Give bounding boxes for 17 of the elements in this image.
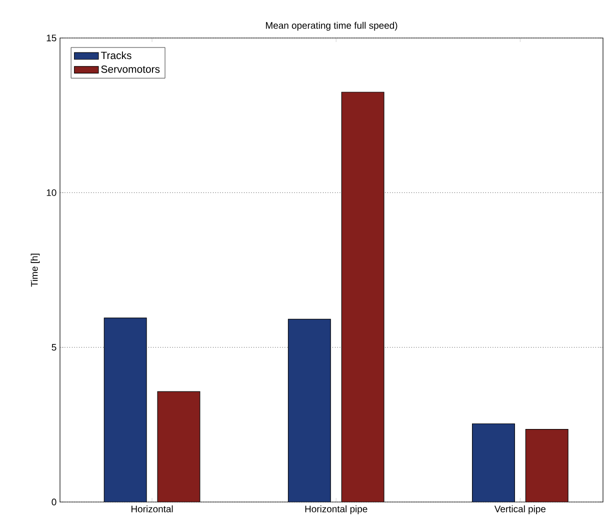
bar xyxy=(157,391,200,502)
y-tick-label: 0 xyxy=(52,498,56,506)
x-tick-label: Horizontal pipe xyxy=(305,505,368,514)
bar xyxy=(472,423,515,502)
bar xyxy=(104,318,147,502)
bar xyxy=(341,92,384,502)
legend-label: Tracks xyxy=(100,51,132,60)
bar xyxy=(288,318,331,502)
y-tick-label: 5 xyxy=(52,344,56,351)
chart-title: Mean operating time full speed) xyxy=(266,22,398,31)
legend-label: Servomotors xyxy=(101,65,160,73)
x-tick-label: Horizontal xyxy=(132,505,173,512)
bar xyxy=(525,429,568,502)
x-tick-label: Vertical pipe xyxy=(494,505,546,514)
y-axis-title: Time [h] xyxy=(30,254,40,287)
y-tick-label: 10 xyxy=(46,189,56,196)
y-tick-label: 15 xyxy=(46,34,56,42)
